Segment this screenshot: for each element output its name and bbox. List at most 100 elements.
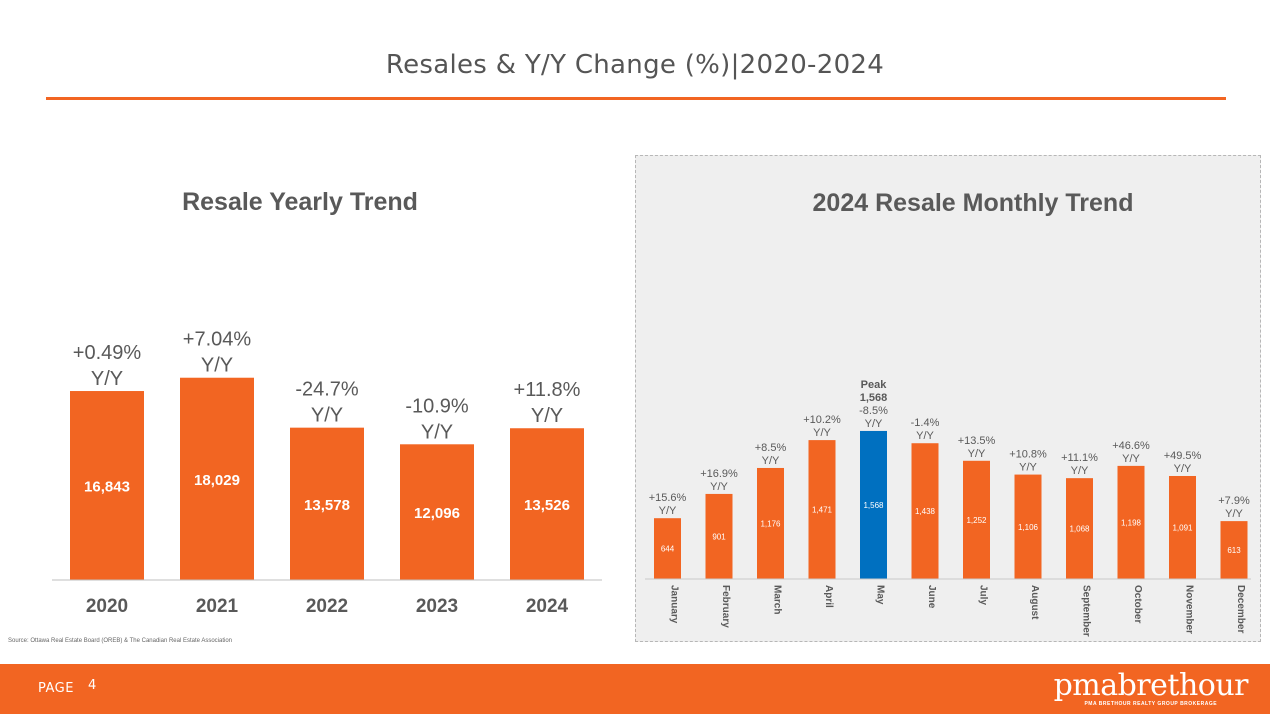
brand-logo-tagline: PMA BRETHOUR REALTY GROUP BROKERAGE [1084,701,1218,707]
monthly-yoy-suffix: Y/Y [659,505,677,517]
monthly-value-label: 1,568 [863,501,884,510]
monthly-yoy-suffix: Y/Y [1019,462,1037,474]
monthly-trend-chart: 2024 Resale Monthly Trend644+15.6%Y/YJan… [645,189,1251,637]
yearly-yoy-suffix: Y/Y [421,421,453,443]
monthly-category-label: September [1081,585,1092,637]
yearly-yoy-suffix: Y/Y [201,355,233,377]
slide-title: Resales & Y/Y Change (%)|2020-2024 [385,50,885,80]
monthly-value-label: 1,091 [1172,523,1193,532]
monthly-yoy-suffix: Y/Y [1225,508,1243,520]
monthly-category-label: January [669,585,680,624]
monthly-bar-november [1169,475,1196,579]
monthly-category-label: July [978,585,989,605]
peak-label: Peak [861,379,888,391]
monthly-yoy-label: +10.2% [803,414,841,426]
yearly-value-label: 13,578 [304,497,350,514]
yearly-bar-2022 [290,427,364,580]
yearly-bar-2023 [400,444,474,580]
yearly-category-label: 2021 [196,596,239,617]
yearly-yoy-label: +0.49% [73,342,142,364]
yearly-yoy-suffix: Y/Y [91,368,123,390]
monthly-chart-title: 2024 Resale Monthly Trend [813,189,1134,217]
monthly-yoy-suffix: Y/Y [1122,453,1140,465]
monthly-yoy-suffix: Y/Y [710,481,728,493]
yearly-category-label: 2022 [306,596,348,617]
monthly-yoy-label: -1.4% [911,417,940,429]
monthly-value-label: 1,176 [760,519,781,528]
yearly-yoy-suffix: Y/Y [311,405,343,427]
monthly-bar-january [654,518,681,579]
monthly-yoy-label: +8.5% [755,442,787,454]
page-label: PAGE [38,681,74,696]
page-number: 4 [88,678,97,693]
monthly-yoy-suffix: Y/Y [968,448,986,460]
monthly-bar-september [1066,478,1093,579]
monthly-category-label: April [823,585,834,608]
title-divider [46,97,1226,100]
monthly-bar-february [705,493,733,579]
monthly-yoy-suffix: Y/Y [1071,465,1089,477]
yearly-yoy-label: +11.8% [514,379,581,401]
monthly-value-label: 1,198 [1121,518,1142,527]
yearly-chart-title: Resale Yearly Trend [182,188,418,216]
monthly-value-label: 1,438 [915,507,936,516]
yearly-category-label: 2024 [526,596,569,617]
yearly-bar-2021 [180,377,254,580]
monthly-yoy-label: +46.6% [1112,440,1150,452]
monthly-bar-may [860,430,887,579]
monthly-yoy-label: +11.1% [1061,452,1098,464]
monthly-category-label: October [1132,585,1143,623]
monthly-value-label: 1,471 [812,506,833,515]
footer-bar: PAGE 4 pmabrethour PMA BRETHOUR REALTY G… [0,664,1270,714]
monthly-yoy-suffix: Y/Y [865,418,883,430]
yearly-category-label: 2020 [86,596,128,617]
monthly-value-label: 613 [1227,546,1241,555]
monthly-yoy-label: +10.8% [1009,449,1047,461]
monthly-yoy-label: +7.9% [1218,495,1250,507]
monthly-yoy-label: +49.5% [1164,450,1202,462]
monthly-bar-june [911,443,939,579]
yearly-bar-2020 [70,391,144,580]
monthly-yoy-suffix: Y/Y [762,455,780,467]
monthly-bar-july [963,460,990,579]
yearly-trend-chart: Resale Yearly Trend 16,843 +0.49% Y/Y 2020 18… [52,188,602,617]
monthly-bar-october [1117,465,1145,579]
monthly-value-label: 1,252 [966,516,987,525]
yearly-yoy-label: -10.9% [405,395,469,417]
monthly-category-label: December [1235,585,1246,633]
monthly-value-label: 644 [661,545,675,554]
monthly-yoy-label: +13.5% [958,435,996,447]
yearly-category-label: 2023 [416,596,458,617]
monthly-bar-august [1014,474,1042,579]
monthly-value-label: 1,106 [1018,523,1039,532]
yearly-value-label: 18,029 [194,472,240,489]
source-note: Source: Ottawa Real Estate Board (OREB) … [8,638,233,644]
monthly-yoy-label: +15.6% [649,492,687,504]
monthly-category-label: August [1029,585,1040,620]
monthly-bar-march [757,467,784,579]
yearly-value-label: 13,526 [524,497,570,514]
monthly-value-label: 1,068 [1069,525,1090,534]
monthly-bar-december [1220,521,1248,579]
monthly-category-label: June [926,585,937,609]
monthly-yoy-label: +16.9% [700,468,738,480]
monthly-yoy-suffix: Y/Y [916,430,934,442]
brand-logo: pmabrethour PMA BRETHOUR REALTY GROUP BR… [1053,668,1249,708]
yearly-value-label: 16,843 [84,479,130,496]
yearly-yoy-label: +7.04% [183,329,252,351]
yearly-bar-2024 [510,428,584,580]
monthly-yoy-suffix: Y/Y [813,427,831,439]
monthly-bar-april [808,440,836,579]
monthly-category-label: March [772,585,783,614]
peak-value-label: 1,568 [860,392,888,404]
yearly-value-label: 12,096 [414,505,460,522]
brand-logo-wordmark: pmabrethour [1053,668,1249,703]
monthly-category-label: May [875,585,886,605]
monthly-yoy-label: -8.5% [859,405,888,417]
monthly-category-label: November [1184,585,1195,634]
monthly-chart-panel [635,155,1261,642]
yearly-yoy-suffix: Y/Y [531,405,563,427]
monthly-value-label: 901 [712,532,726,541]
monthly-yoy-suffix: Y/Y [1174,463,1192,475]
monthly-category-label: February [720,585,731,628]
